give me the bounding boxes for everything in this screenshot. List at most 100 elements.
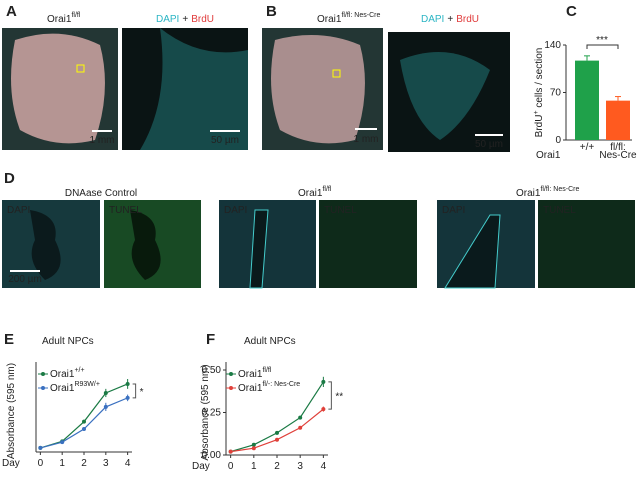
stain-join: + xyxy=(447,14,453,25)
image-bg xyxy=(538,200,635,288)
y-tick-label: 0.50 xyxy=(202,365,222,376)
image-title-sup: fl/fl: Nes-Cre xyxy=(540,186,579,193)
group-label: Orai1 xyxy=(536,150,561,161)
image-title: Orai1fl/fl: Nes-Cre xyxy=(516,186,579,199)
image-title-sup: fl/fl: Nes-Cre xyxy=(341,12,380,19)
scale-bar xyxy=(92,130,112,132)
image-title: Orai1fl/fl xyxy=(47,12,81,25)
scale-label: 50 µm xyxy=(211,135,239,146)
legend-marker xyxy=(41,372,45,376)
data-point xyxy=(251,442,256,447)
legend-entry: Orai1fl/fl xyxy=(238,367,272,380)
data-point xyxy=(251,446,256,451)
data-point xyxy=(60,440,65,445)
x-tick-label: 1 xyxy=(251,461,257,472)
significance: * xyxy=(140,387,144,398)
x-tick-label: 3 xyxy=(297,461,303,472)
bar xyxy=(575,60,599,140)
data-point xyxy=(38,445,43,450)
data-point xyxy=(298,415,303,420)
inset-box xyxy=(76,64,85,73)
stain-label: DAPI + BrdU xyxy=(421,14,479,25)
image-label: DAPI xyxy=(7,205,30,216)
image-label: TUNEL xyxy=(543,205,576,216)
x-tick-label: 0 xyxy=(38,458,44,469)
image-bg xyxy=(319,200,417,288)
stain-label: DAPI + BrdU xyxy=(156,14,214,25)
tissue xyxy=(11,33,105,144)
y-label-rest: cells / section xyxy=(534,48,545,111)
panel-a-images xyxy=(2,28,248,150)
image-title-main: Orai1 xyxy=(47,14,72,25)
y-axis-label: Absorbance (595 nm) xyxy=(6,363,17,459)
legend-name: Orai1 xyxy=(238,369,263,380)
x-tick-label: 2 xyxy=(274,461,280,472)
image-title: Orai1fl/fl: Nes-Cre xyxy=(317,12,380,25)
image-title-main: Orai1 xyxy=(298,188,323,199)
image-title-sup: fl/fl xyxy=(322,186,331,193)
data-point xyxy=(82,427,86,432)
panel-label: F xyxy=(206,331,215,348)
x-tick-label: 4 xyxy=(125,458,131,469)
stain-b: BrdU xyxy=(191,14,214,25)
scale-bar xyxy=(210,130,240,132)
significance: *** xyxy=(596,35,608,46)
scale-label: 1 mm xyxy=(90,135,115,146)
stain-a: DAPI xyxy=(421,14,444,25)
y-tick-label: 70 xyxy=(550,88,562,99)
legend-entry: Orai1+/+ xyxy=(50,367,85,380)
scale-label: 200 µm xyxy=(8,274,42,285)
ventricle xyxy=(249,209,269,289)
panel-title: Adult NPCs xyxy=(42,336,94,347)
significance-bracket xyxy=(328,381,332,410)
panel-label: D xyxy=(4,170,15,187)
image-label: TUNEL xyxy=(109,205,142,216)
data-point xyxy=(275,430,279,435)
ventricle xyxy=(130,210,161,280)
inset-box xyxy=(332,69,341,78)
image-label: TUNEL xyxy=(324,205,357,216)
y-label-sup: + xyxy=(533,110,540,114)
significance-bracket xyxy=(586,44,619,49)
scale-bar xyxy=(475,134,503,136)
y-tick-label: 0.00 xyxy=(202,450,222,461)
panel-label: A xyxy=(6,3,17,20)
image-label: DAPI xyxy=(442,205,465,216)
panel-d-images xyxy=(2,200,635,289)
x-tick-label: 1 xyxy=(59,458,65,469)
x-tick-label: fl/fl: Nes-Cre xyxy=(599,142,637,161)
legend-marker xyxy=(229,386,233,390)
x-tick-label: +/+ xyxy=(580,142,595,153)
tissue xyxy=(271,35,365,144)
cells xyxy=(400,52,490,140)
panel-label: C xyxy=(566,3,577,20)
legend-sup: fl/-: Nes-Cre xyxy=(262,381,300,388)
cells xyxy=(140,28,248,150)
data-point xyxy=(321,379,326,384)
x-tick-label: 3 xyxy=(103,458,109,469)
x-axis-label: Day xyxy=(2,458,20,469)
ventricle xyxy=(30,210,61,280)
legend-sup: R93W/+ xyxy=(74,381,99,388)
legend-name: Orai1 xyxy=(50,383,75,394)
y-tick-label: 0 xyxy=(555,135,561,146)
image-title-sup: fl/fl xyxy=(71,12,80,19)
data-point xyxy=(125,395,130,400)
image-title: DNAase Control xyxy=(65,188,137,199)
stain-b: BrdU xyxy=(456,14,479,25)
scale-bar xyxy=(355,128,377,130)
panel-label: E xyxy=(4,331,14,348)
stain-join: + xyxy=(182,14,188,25)
y-tick-label: 0.25 xyxy=(202,408,222,419)
y-axis-label: BrdU+ cells / section xyxy=(533,48,545,138)
image-title-main: Orai1 xyxy=(516,188,541,199)
x-axis-label: Day xyxy=(192,461,210,472)
legend-entry: Orai1R93W/+ xyxy=(50,381,100,394)
data-point xyxy=(82,419,86,424)
legend-name: Orai1 xyxy=(50,369,75,380)
scale-label: 50 µm xyxy=(475,139,503,150)
image-title: Orai1fl/fl xyxy=(298,186,332,199)
x-tick-line: fl/fl: xyxy=(610,142,626,153)
data-point xyxy=(321,407,326,412)
